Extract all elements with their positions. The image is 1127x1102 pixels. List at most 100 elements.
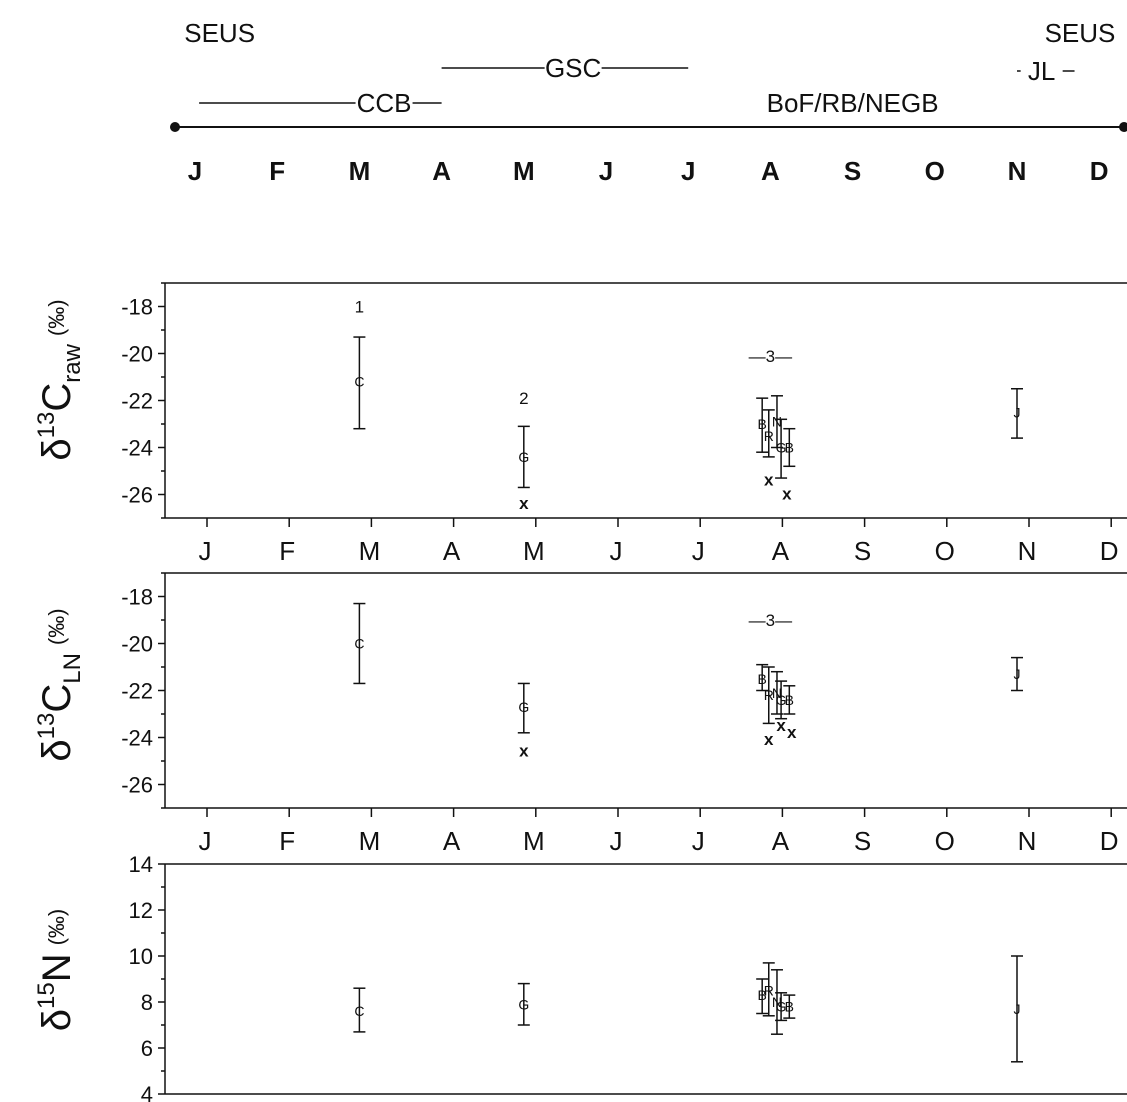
x-month-label: A (772, 536, 790, 566)
group-mean-label: C (354, 636, 364, 652)
group-mean-label: G (518, 449, 529, 465)
group-mean-label: J (1014, 1001, 1021, 1017)
season-timeline: J F M A M J J A S O N D SEUS SEUS CCB GSC BoF/RB/NEGB JL (170, 18, 1127, 186)
panel-d13c-raw: -18-20-22-24-26J F M A M J J A S O N Dδ13Craw(‰)CGB… (33, 282, 1127, 566)
group-mean-label: B (758, 416, 767, 432)
individual-point-marker: x (519, 494, 529, 513)
timeline-month-label: A (761, 156, 780, 186)
group-mean-label: R (764, 687, 774, 703)
individual-point-marker: x (764, 470, 774, 489)
x-month-label: A (443, 536, 461, 566)
y-axis-label: δ15N(‰) (33, 909, 79, 1032)
timeline-region-label: SEUS (184, 18, 255, 48)
timeline-month-label: A (432, 156, 451, 186)
group-mean-label: G (518, 996, 529, 1012)
group-mean-label: B (785, 999, 794, 1015)
x-month-label: A (443, 826, 461, 856)
individual-point-marker: x (519, 742, 529, 761)
group-mean-label: G (776, 999, 787, 1015)
x-month-label: J (610, 536, 623, 566)
y-tick-label: 10 (129, 944, 153, 969)
group-mean-label: J (1014, 404, 1021, 420)
timeline-month-label: F (269, 156, 285, 186)
x-month-label: M (523, 826, 545, 856)
y-tick-label: -26 (121, 483, 153, 508)
x-month-label: J (199, 826, 212, 856)
timeline-end-dot (1119, 122, 1127, 132)
timeline-label-bg (355, 88, 413, 116)
individual-point-marker: x (787, 723, 797, 742)
x-month-label: D (1100, 536, 1119, 566)
timeline-region-label: GSC (545, 53, 601, 83)
y-tick-label: -26 (121, 773, 153, 798)
x-month-label: O (935, 826, 955, 856)
timeline-month-label: J (681, 156, 695, 186)
x-month-label: M (359, 826, 381, 856)
x-month-label: A (772, 826, 790, 856)
y-tick-label: -24 (121, 726, 153, 751)
timeline-month-label: J (188, 156, 202, 186)
y-tick-label: -20 (121, 342, 153, 367)
y-tick-label: -18 (121, 295, 153, 320)
timeline-label-bg (544, 53, 602, 81)
y-tick-label: -20 (121, 632, 153, 657)
timeline-month-label: S (844, 156, 861, 186)
group-mean-label: C (354, 1003, 364, 1019)
y-axis-label: δ13Craw(‰) (33, 299, 86, 460)
group-mean-label: R (764, 983, 774, 999)
group-mean-label: R (764, 428, 774, 444)
group-mean-label: B (785, 692, 794, 708)
group-mean-label: B (758, 987, 767, 1003)
group-mean-label: N (772, 994, 782, 1010)
y-tick-label: -18 (121, 585, 153, 610)
individual-point-marker: x (764, 730, 774, 749)
timeline-region-label: CCB (357, 88, 412, 118)
x-month-label: J (692, 536, 705, 566)
panel-annotation: —3— (749, 611, 792, 630)
panel-annotation: 2 (519, 389, 528, 408)
y-tick-label: 14 (129, 852, 153, 877)
timeline-month-label: O (925, 156, 945, 186)
group-mean-label: B (785, 440, 794, 456)
panel-annotation: —3— (749, 347, 792, 366)
x-month-label: F (279, 826, 295, 856)
timeline-start-dot (170, 122, 180, 132)
group-mean-label: N (772, 414, 782, 430)
y-tick-label: 6 (141, 1036, 153, 1061)
timeline-month-label: N (1008, 156, 1027, 186)
x-month-label: O (935, 536, 955, 566)
group-mean-label: J (1014, 666, 1021, 682)
group-mean-label: G (518, 699, 529, 715)
timeline-region-label: JL (1028, 56, 1055, 86)
x-month-label: J (199, 536, 212, 566)
x-month-label: J (610, 826, 623, 856)
x-month-label: M (523, 536, 545, 566)
group-mean-label: G (776, 440, 787, 456)
x-month-label: N (1018, 826, 1037, 856)
panel-annotation: 1 (355, 298, 364, 317)
group-mean-label: N (772, 685, 782, 701)
y-tick-label: -22 (121, 389, 153, 414)
y-tick-label: -24 (121, 436, 153, 461)
individual-point-marker: x (776, 716, 786, 735)
timeline-month-label: M (349, 156, 371, 186)
y-axis-label: δ13CLN(‰) (33, 608, 86, 761)
y-tick-label: 8 (141, 990, 153, 1015)
group-mean-label: C (354, 374, 364, 390)
x-month-label: N (1018, 536, 1037, 566)
individual-point-marker: x (782, 485, 792, 504)
y-tick-label: 12 (129, 898, 153, 923)
timeline-month-label: D (1090, 156, 1109, 186)
x-month-label: F (279, 536, 295, 566)
y-tick-label: 4 (141, 1082, 153, 1102)
timeline-month-label: M (513, 156, 535, 186)
x-month-label: S (854, 826, 871, 856)
timeline-region-label: BoF/RB/NEGB (767, 88, 939, 118)
y-tick-label: -22 (121, 679, 153, 704)
timeline-month-label: J (599, 156, 613, 186)
x-month-label: D (1100, 826, 1119, 856)
group-mean-label: B (758, 671, 767, 687)
